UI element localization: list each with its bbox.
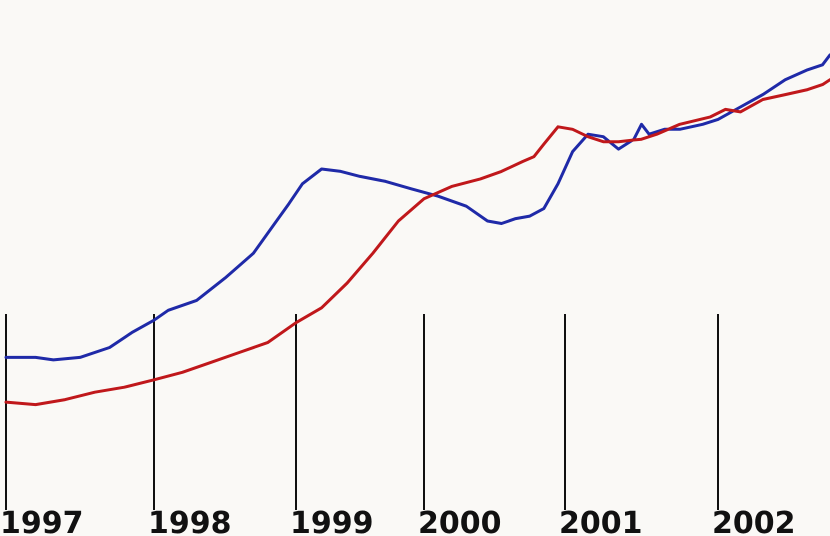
x-tick-lines	[5, 314, 719, 510]
x-tick-label-1998: 1998	[148, 506, 232, 536]
series-lines	[4, 53, 830, 407]
series-line-blue	[4, 53, 830, 362]
x-tick-label-2001: 2001	[559, 506, 643, 536]
x-tick-label-2002: 2002	[712, 506, 796, 536]
x-tick-label-2000: 2000	[418, 506, 502, 536]
x-tick-label-1999: 1999	[290, 506, 374, 536]
x-tick-labels: 1997 1998 1999 2000 2001 2002	[0, 506, 796, 536]
x-tick-label-1997: 1997	[0, 506, 84, 536]
series-line-red	[4, 78, 830, 407]
